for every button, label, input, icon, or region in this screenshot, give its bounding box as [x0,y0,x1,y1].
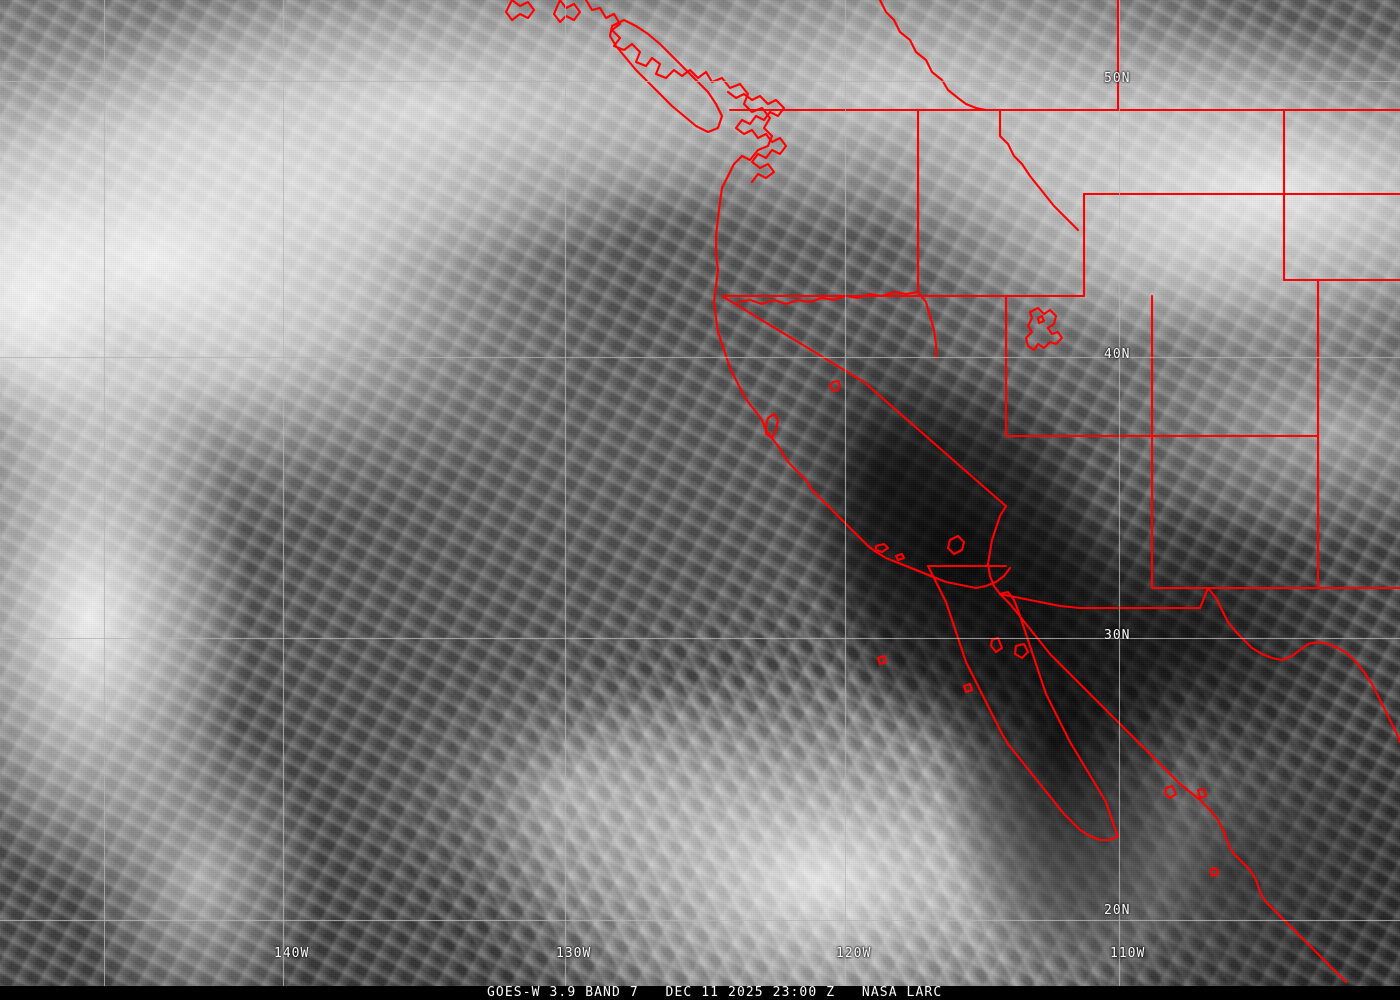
california-nevada-border [862,380,1008,508]
mexico-mainland-west-coast [998,592,1348,984]
graticule-lat-50n [0,81,1400,82]
graticule-label-40n: 40N [1104,347,1131,362]
bc-alberta-border [878,0,988,112]
baja-california-pacific-coast [926,564,1120,842]
washington-oregon-border [736,290,920,306]
channel-island-small [894,552,906,562]
lake-tahoe [828,379,842,393]
graticule-lon-edge [104,0,105,986]
isla-tiburon [1013,642,1030,660]
puget-sound-coastline [726,90,788,184]
caption-text: GOES-W 3.9 BAND 7 DEC 11 2025 23:00 Z NA… [487,985,943,1000]
graticule-lat-40n [0,357,1400,358]
graticule-lat-20n [0,920,1400,921]
islas-marias [1208,866,1220,878]
isla-angel-de-la-guarda [989,636,1004,654]
small-inland-lake [1036,314,1046,325]
caption-bar: GOES-W 3.9 BAND 7 DEC 11 2025 23:00 Z NA… [0,986,1400,1000]
graticule-label-120w: 120W [836,946,872,961]
graticule-label-140w: 140W [274,946,310,961]
vancouver-island-coastline [608,18,724,134]
idaho-montana-border [998,108,1080,232]
graticule-lon-120w [845,0,846,986]
channel-islands [874,542,890,554]
san-francisco-bay [764,412,780,440]
graticule-lon-130w [565,0,566,986]
rio-grande-border [1206,586,1400,744]
graticule-label-110w: 110W [1110,946,1146,961]
graticule-lat-30n [0,638,1400,639]
usa-mexico-border-arizona [998,586,1210,610]
graticule-label-50n: 50N [1104,71,1131,86]
isla-espiritu-santo [1163,784,1178,800]
oregon-idaho-border [916,290,938,360]
baja-california-gulf-coast [998,590,1120,838]
graticule-lon-110w [1119,0,1120,986]
guadalupe-island [876,654,888,666]
graticule-label-30n: 30N [1104,628,1131,643]
great-salt-lake [1024,306,1064,352]
california-arizona-nevada-junction [720,294,866,384]
cedros-island [962,682,974,694]
salton-sea [946,534,966,556]
pacific-coastline [584,0,1012,590]
alaska-panhandle-coastline [552,0,582,24]
colorado-river-border [986,504,1008,596]
isla-cerralvo [1196,787,1208,800]
graticule-lon-140w [283,0,284,986]
graticule-label-130w: 130W [556,946,592,961]
haida-gwaii-coastline [504,0,536,22]
graticule-label-20n: 20N [1104,903,1131,918]
